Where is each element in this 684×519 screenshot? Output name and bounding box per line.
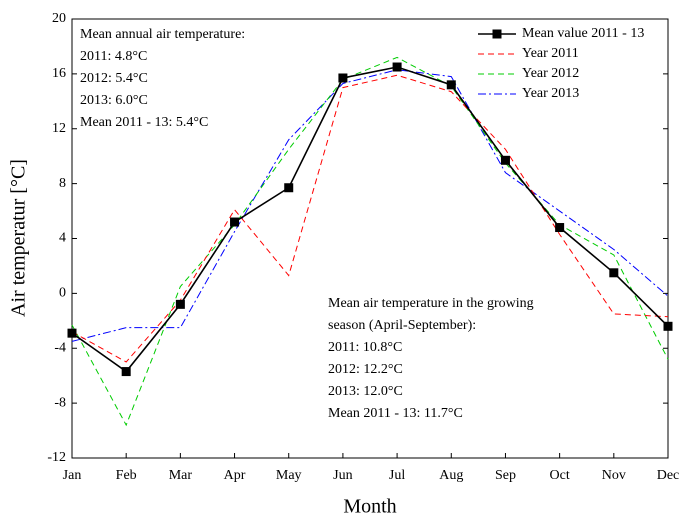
annotation: 2013: 12.0°C: [328, 384, 403, 399]
annotation: Mean 2011 - 13: 5.4°C: [80, 115, 208, 130]
series-line: [71, 66, 669, 373]
y-tick-label: -12: [47, 450, 66, 465]
annotation: season (April-September):: [328, 318, 476, 333]
marker: [121, 367, 131, 377]
marker: [175, 299, 185, 309]
x-tick-label: Aug: [439, 468, 463, 483]
y-tick-label: -8: [54, 395, 66, 410]
marker: [67, 328, 77, 338]
series-line: [71, 74, 669, 363]
y-tick-label: 4: [59, 231, 66, 246]
x-tick-label: Nov: [602, 468, 626, 483]
x-tick-label: Apr: [224, 468, 246, 483]
marker: [230, 217, 240, 227]
marker: [500, 155, 510, 165]
x-tick-label: Mar: [169, 468, 193, 483]
annotation: 2012: 5.4°C: [80, 71, 148, 86]
x-tick-label: Dec: [657, 468, 680, 483]
y-axis-label: Air temperatur [°C]: [8, 159, 30, 317]
series-line: [71, 69, 669, 342]
series-line: [71, 56, 669, 427]
annotation: 2011: 10.8°C: [328, 340, 402, 355]
marker: [392, 62, 402, 72]
marker: [446, 80, 456, 90]
annotation: 2012: 12.2°C: [328, 362, 403, 377]
x-tick-label: Jul: [389, 468, 405, 483]
legend-marker: [492, 29, 502, 39]
y-tick-label: 20: [52, 11, 66, 26]
x-axis-label: Month: [343, 496, 396, 518]
x-tick-label: Sep: [495, 468, 516, 483]
x-tick-label: Oct: [550, 468, 570, 483]
marker: [338, 73, 348, 83]
annotation: 2013: 6.0°C: [80, 93, 148, 108]
marker: [284, 183, 294, 193]
x-tick-label: Jun: [333, 468, 352, 483]
y-tick-label: 16: [52, 66, 66, 81]
legend-label: Year 2011: [522, 46, 579, 61]
y-tick-label: 12: [52, 121, 66, 136]
annotation: Mean air temperature in the growing: [328, 296, 534, 311]
legend-label: Year 2012: [522, 66, 579, 81]
annotation: Mean 2011 - 13: 11.7°C: [328, 406, 463, 421]
y-tick-label: -4: [54, 340, 66, 355]
y-tick-label: 8: [59, 176, 66, 191]
marker: [555, 223, 565, 233]
x-tick-label: Jan: [63, 468, 82, 483]
legend-label: Year 2013: [522, 86, 579, 101]
legend-label: Mean value 2011 - 13: [522, 26, 644, 41]
annotation: 2011: 4.8°C: [80, 49, 147, 64]
x-tick-label: Feb: [116, 468, 137, 483]
marker: [663, 321, 673, 331]
annotation: Mean annual air temperature:: [80, 27, 245, 42]
y-tick-label: 0: [59, 286, 66, 301]
x-tick-label: May: [276, 468, 302, 483]
marker: [609, 268, 619, 278]
